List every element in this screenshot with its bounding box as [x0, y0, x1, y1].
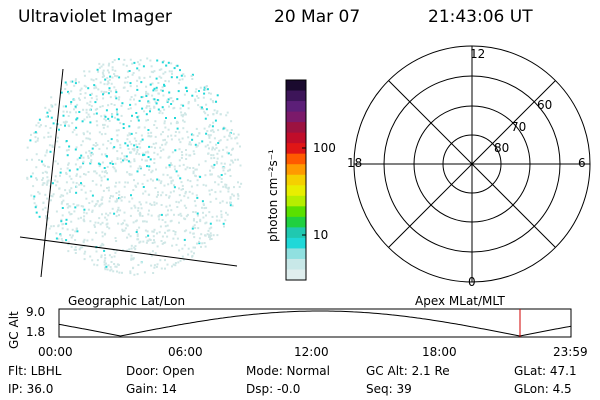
colorbar-cell: [286, 206, 306, 218]
colorbar-tick-10: 10: [313, 228, 329, 242]
gc-alt-tick-1-8: 1.8: [26, 325, 46, 339]
colorbar-cell: [286, 269, 306, 281]
colorbar-tick-100: 100: [313, 141, 336, 155]
colorbar-cell: [286, 258, 306, 271]
colorbar-cell: [286, 195, 306, 207]
colorbar-cell: [286, 80, 306, 92]
date-label: 20 Mar 07: [274, 7, 361, 27]
colorbar-cell: [286, 185, 306, 197]
colorbar-frame: [285, 79, 307, 281]
status-ip: IP: 36.0: [8, 382, 54, 396]
colorbar-cell: [286, 153, 306, 165]
mlt-label-18: 18: [347, 156, 363, 170]
geographic-meridian-line: [40, 68, 64, 278]
altitude-curve: [58, 310, 572, 337]
polar-ring-80: [442, 134, 502, 194]
lat-label-70: 70: [511, 120, 527, 134]
polar-diagonal-line-2: [388, 80, 556, 248]
mlt-label-6: 6: [578, 156, 586, 170]
colorbar-cell: [286, 143, 306, 155]
status-gain: Gain: 14: [126, 382, 177, 396]
colorbar-cell: [286, 111, 306, 123]
colorbar: [285, 79, 307, 281]
colorbar-label: photon cm⁻²s⁻¹: [266, 149, 280, 242]
gc-alt-axis-label: GC Alt: [7, 311, 21, 349]
orbit-x-tick-0600: 06:00: [168, 345, 203, 359]
instrument-title: Ultraviolet Imager: [18, 7, 172, 27]
colorbar-cell: [286, 101, 306, 113]
polar-ring-60: [383, 75, 561, 253]
orbit-x-tick-1800: 18:00: [422, 345, 457, 359]
lat-label-80: 80: [494, 141, 510, 155]
orbit-x-tick-2359: 23:59: [553, 345, 588, 359]
status-glon: GLon: 4.5: [514, 382, 572, 396]
polar-ring-outer: [353, 45, 591, 283]
colorbar-cell: [286, 216, 306, 228]
mlt-label-12: 12: [470, 47, 486, 61]
auroral-image-pixels: [25, 57, 243, 276]
status-filter: Flt: LBHL: [8, 364, 62, 378]
colorbar-cell: [286, 248, 306, 260]
orbit-plot-frame: [58, 308, 572, 338]
status-dsp: Dsp: -0.0: [246, 382, 301, 396]
orbit-x-tick-1200: 12:00: [294, 345, 329, 359]
status-mode: Mode: Normal: [246, 364, 330, 378]
lat-label-60: 60: [537, 98, 553, 112]
orbit-x-tick-0000: 00:00: [38, 345, 73, 359]
colorbar-cell: [286, 164, 306, 176]
status-gc-alt: GC Alt: 2.1 Re: [366, 364, 450, 378]
colorbar-cell: [286, 132, 306, 144]
status-seq: Seq: 39: [366, 382, 412, 396]
status-door: Door: Open: [126, 364, 195, 378]
colorbar-cell: [286, 174, 306, 186]
gc-alt-tick-9: 9.0: [26, 305, 46, 319]
colorbar-cell: [286, 90, 306, 102]
geographic-title: Geographic Lat/Lon: [68, 294, 186, 308]
polar-diagonal-line-1: [388, 80, 556, 248]
geographic-latitude-line: [19, 236, 238, 267]
mlt-label-0: 0: [468, 275, 476, 289]
colorbar-cell: [286, 237, 306, 250]
time-label: 21:43:06 UT: [428, 7, 533, 27]
status-glat: GLat: 47.1: [514, 364, 577, 378]
colorbar-cell: [286, 227, 306, 239]
colorbar-cell: [286, 122, 306, 134]
apex-title: Apex MLat/MLT: [415, 294, 505, 308]
